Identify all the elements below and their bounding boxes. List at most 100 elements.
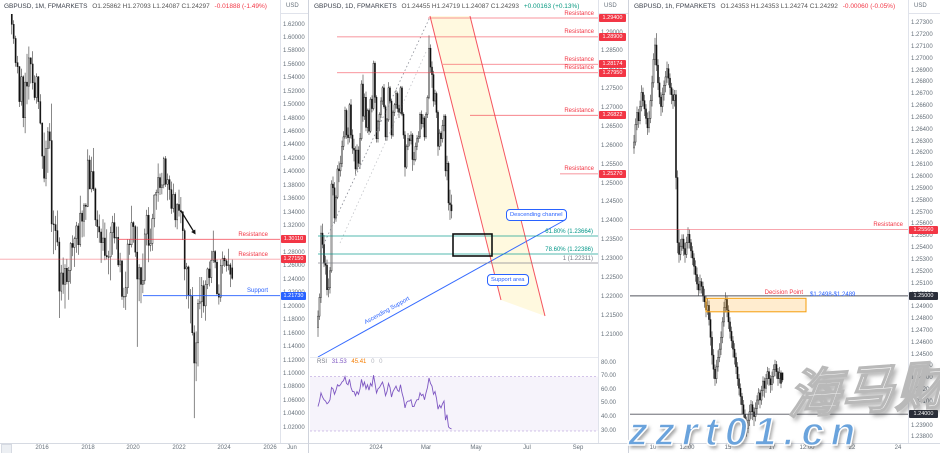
ohlc-values: O1.24353 H1.24353 L1.24274 C1.24292 [720,3,838,10]
resistance-label[interactable]: Resistance [564,65,594,72]
fib-level-label: 61.80% (1.23664) [545,229,593,235]
price-axis-tick: 1.26700 [911,91,933,98]
fib-level-label: 1 (1.22311) [562,256,593,262]
rsi-param: 0 [371,359,375,365]
time-axis-tick: 15 [724,445,732,451]
price-axis-tick: 1.24100 [911,398,933,405]
time-axis-tick: 10 [649,445,657,451]
resistance-label[interactable]: Resistance [564,107,594,114]
price-axis-tick: 1.10000 [283,370,305,377]
time-axis-tick: Sep [572,445,584,451]
trendline[interactable] [429,15,502,301]
price-axis-tick: 1.21500 [601,312,623,319]
price-axis-tick: 1.26200 [911,150,933,157]
price-axis-tick: 1.26400 [911,126,933,133]
site-watermark: zzrt01.cn [627,409,863,453]
support-area-callout[interactable]: Support area [487,274,529,286]
price-axis-tick: 1.25900 [911,185,933,192]
rsi-line[interactable] [317,375,452,430]
decision-range-label[interactable]: $1.2498-$1.2489 [810,292,856,298]
price-axis-tick: 1.32000 [283,223,305,230]
support-label[interactable]: Support [246,288,268,295]
panel-divider[interactable] [308,0,309,453]
panel-divider[interactable] [628,0,629,453]
price-badge: 1.29400 [599,14,626,22]
time-axis-tick: May [470,445,482,451]
price-axis-monthly[interactable] [280,0,281,443]
price-badge: 1.30110 [281,235,306,244]
highlight-box[interactable] [705,297,807,313]
fib-level-label: 78.60% (1.22386) [545,247,593,253]
time-axis-tick: 22 [848,445,856,451]
resistance-label[interactable]: Resistance [564,29,594,36]
ohlc-values: O1.24455 H1.24719 L1.24087 C1.24293 [401,3,519,10]
highlight-box[interactable] [452,233,493,257]
price-axis-tick: 1.26100 [911,162,933,169]
symbol-title: GBPUSD, 1h, FPMARKETS [634,3,716,10]
resistance-label[interactable]: Resistance [873,222,903,229]
time-axis-tick: Jun [287,445,297,451]
arrowhead-icon [191,229,196,235]
price-axis-tick: 1.25500 [601,161,623,168]
price-axis-tick: 1.56000 [283,61,305,68]
price-axis-tick: 1.02000 [283,424,305,431]
trendline[interactable] [339,51,427,244]
candles-hourly [633,33,784,437]
rsi-param: 0 [379,359,383,365]
price-axis-tick: 1.26600 [911,103,933,110]
price-axis-daily[interactable] [598,0,599,443]
symbol-title: GBPUSD, 1M, FPMARKETS [4,3,88,10]
price-axis-tick: 1.26300 [911,138,933,145]
time-axis-tick: 2016 [35,445,49,451]
timezone-button[interactable] [1,444,12,453]
price-axis-tick: 1.16000 [283,330,305,337]
price-badge: 1.28174 [599,60,626,69]
currency-label: USD [604,3,617,9]
price-axis-tick: 1.29000 [601,30,623,37]
price-axis-tick: 1.28500 [601,48,623,55]
price-axis-hourly[interactable] [908,0,909,443]
resistance-label[interactable]: Resistance [564,166,594,173]
time-axis-tick: 17 [768,445,776,451]
down-arrow-annotation[interactable] [180,210,195,233]
descending-channel-fill[interactable] [430,16,545,316]
time-axis-tick: 2022 [172,445,186,451]
time-axis-tick: 2024 [369,445,383,451]
price-axis-tick: 1.24400 [911,363,933,370]
decision-point-label[interactable]: Decision Point [764,290,803,296]
descending-channel-callout[interactable]: Descending channel [506,209,567,221]
axis-header-divider [598,13,628,14]
candles-monthly [10,14,234,419]
rsi-title: RSI [317,359,328,365]
resistance-label[interactable]: Resistance [238,251,268,258]
price-axis-tick: 1.42000 [283,155,305,162]
trendline[interactable] [469,15,546,317]
price-axis-tick: 1.25000 [601,180,623,187]
price-axis-tick: 1.22000 [601,293,623,300]
panel-header-monthly: GBPUSD, 1M, FPMARKETS O1.25862 H1.27093 … [4,3,267,10]
price-axis-tick: 1.27000 [601,105,623,112]
resistance-label[interactable]: Resistance [564,10,594,17]
price-axis-tick: 1.24500 [911,351,933,358]
price-axis-tick: 1.25500 [911,233,933,240]
price-badge: 1.27150 [281,255,306,264]
price-badge: 1.25560 [909,225,938,234]
price-axis-tick: 1.25400 [911,245,933,252]
resistance-label[interactable]: Resistance [564,56,594,63]
price-axis-tick: 1.58000 [283,48,305,55]
price-axis-tick: 1.21000 [601,331,623,338]
time-axis-tick: 2026 [263,445,277,451]
rsi-legend[interactable]: RSI 31.53 45.41 0 0 [317,359,385,365]
price-axis-tick: 1.23500 [601,237,623,244]
resistance-label[interactable]: Resistance [238,231,268,238]
trendline[interactable] [317,219,566,358]
price-axis-tick: 1.06000 [283,397,305,404]
trendline[interactable] [319,16,431,253]
price-axis-tick: 1.36000 [283,196,305,203]
price-axis-tick: 1.24500 [601,199,623,206]
panel-header-daily: GBPUSD, 1D, FPMARKETS O1.24455 H1.24719 … [314,3,579,10]
time-axis[interactable] [0,443,940,453]
rsi-panel-divider[interactable] [310,357,598,358]
